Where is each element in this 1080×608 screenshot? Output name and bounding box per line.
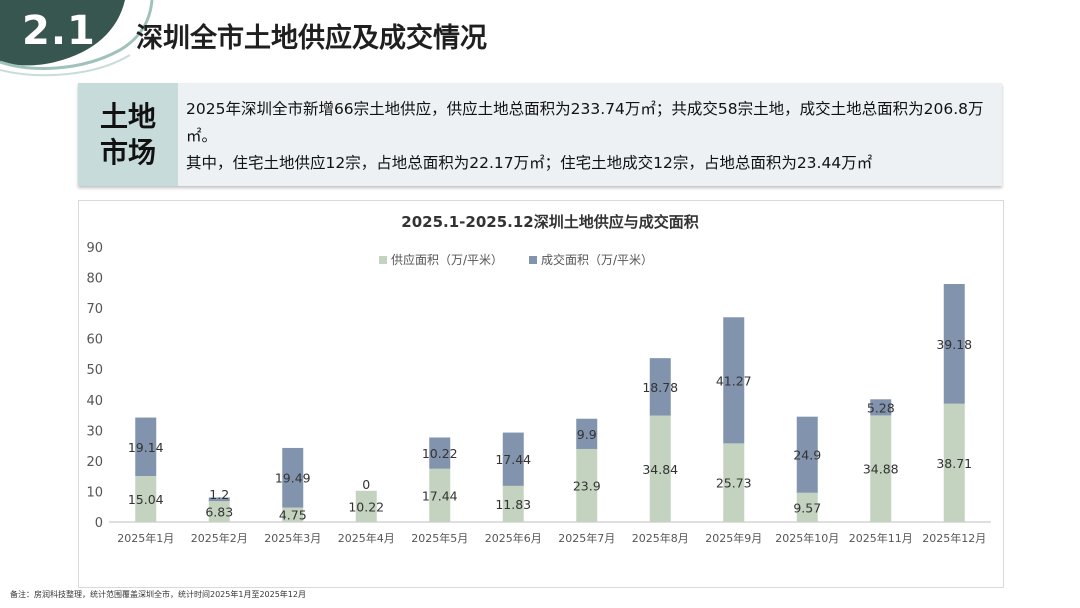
data-label-deal-12: 39.18: [936, 337, 972, 352]
data-label-deal-9: 41.27: [716, 373, 752, 388]
bar-deal-3: [282, 447, 304, 508]
x-tick-label: 2025年9月: [705, 531, 762, 545]
bar-deal-1: [135, 417, 157, 477]
summary-box: 土地 市场 2025年深圳全市新增66宗土地供应，供应土地总面积为233.74万…: [78, 83, 1002, 186]
bar-deal-8: [649, 358, 671, 416]
data-label-supply-3: 4.75: [279, 508, 307, 523]
data-label-supply-11: 34.88: [863, 462, 899, 477]
data-label-supply-1: 15.04: [128, 492, 164, 507]
chart-container: 2025.1-2025.12深圳土地供应与成交面积供应面积（万/平米） 成交面积（…: [78, 200, 1004, 588]
y-tick-label: 10: [86, 485, 103, 500]
legend-label-1: 供应面积（万/平米）: [391, 252, 503, 267]
data-label-deal-5: 10.22: [422, 446, 458, 461]
summary-label: 土地 市场: [78, 83, 178, 186]
data-label-supply-10: 9.57: [793, 500, 821, 515]
legend-swatch-2: [529, 256, 537, 264]
y-tick-label: 0: [95, 516, 103, 531]
data-label-supply-7: 23.9: [573, 478, 601, 493]
data-label-supply-4: 10.22: [348, 499, 384, 514]
bar-supply-10: [796, 492, 818, 522]
x-tick-label: 2025年5月: [411, 531, 468, 545]
x-tick-label: 2025年1月: [117, 531, 174, 545]
footnote: 备注：房润科技整理，统计范围覆盖深圳全市，统计时间2025年1月至2025年12…: [10, 590, 306, 599]
bar-supply-5: [429, 468, 451, 522]
data-label-deal-1: 19.14: [128, 440, 164, 455]
bar-supply-8: [649, 415, 671, 522]
bar-deal-10: [796, 416, 818, 493]
data-label-deal-4: 0: [362, 477, 370, 492]
legend-swatch-1: [379, 256, 387, 264]
data-label-deal-2: 1.2: [209, 487, 229, 502]
x-tick-label: 2025年4月: [338, 531, 395, 545]
y-tick-label: 40: [86, 394, 103, 409]
chart-title: 2025.1-2025.12深圳土地供应与成交面积: [401, 213, 698, 231]
summary-label-line2: 市场: [99, 135, 156, 169]
bar-supply-7: [576, 448, 598, 522]
bar-deal-2: [208, 497, 230, 502]
y-tick-label: 50: [86, 363, 103, 378]
y-tick-label: 90: [86, 241, 103, 256]
data-label-deal-11: 5.28: [867, 400, 895, 415]
x-tick-label: 2025年8月: [632, 531, 689, 545]
bar-supply-6: [502, 485, 524, 522]
data-label-deal-6: 17.44: [495, 452, 531, 467]
bar-supply-4: [355, 490, 377, 522]
corner-decoration: [0, 0, 154, 77]
bar-deal-12: [943, 284, 965, 404]
x-tick-label: 2025年11月: [849, 531, 913, 545]
data-label-deal-7: 9.9: [577, 427, 597, 442]
page-title: 深圳全市土地供应及成交情况: [136, 23, 487, 54]
bar-supply-11: [870, 415, 892, 522]
y-tick-label: 70: [86, 302, 103, 317]
data-label-supply-6: 11.83: [495, 497, 531, 512]
data-label-supply-9: 25.73: [716, 476, 752, 491]
data-label-deal-3: 19.49: [275, 471, 311, 486]
x-tick-label: 2025年3月: [264, 531, 321, 545]
bar-deal-6: [502, 432, 524, 486]
y-tick-label: 20: [86, 455, 103, 470]
bar-deal-11: [870, 399, 892, 416]
legend-label-2: 成交面积（万/平米）: [541, 252, 653, 267]
x-tick-label: 2025年12月: [922, 531, 986, 545]
x-tick-label: 2025年2月: [191, 531, 248, 545]
y-tick-label: 60: [86, 333, 103, 348]
x-tick-label: 2025年7月: [558, 531, 615, 545]
data-label-deal-10: 24.9: [793, 448, 821, 463]
data-label-supply-12: 38.71: [936, 456, 972, 471]
bar-supply-9: [723, 443, 745, 522]
data-label-supply-5: 17.44: [422, 488, 458, 503]
summary-text-line2: 其中，住宅土地供应12宗，占地总面积为22.17万㎡；住宅土地成交12宗，占地总…: [186, 154, 873, 172]
summary-text: 2025年深圳全市新增66宗土地供应，供应土地总面积为233.74万㎡；共成交5…: [186, 96, 996, 177]
bar-supply-1: [135, 476, 157, 522]
data-label-supply-8: 34.84: [642, 462, 678, 477]
bar-deal-5: [429, 437, 451, 469]
data-label-deal-8: 18.78: [642, 380, 678, 395]
x-tick-label: 2025年10月: [775, 531, 839, 545]
summary-text-line1: 2025年深圳全市新增66宗土地供应，供应土地总面积为233.74万㎡；共成交5…: [186, 100, 984, 145]
bar-deal-9: [723, 317, 745, 444]
bar-deal-7: [576, 418, 598, 449]
section-number: 2.1: [22, 8, 96, 54]
y-tick-label: 30: [86, 424, 103, 439]
summary-label-line1: 土地: [99, 99, 156, 133]
bar-supply-12: [943, 403, 965, 522]
x-tick-label: 2025年6月: [485, 531, 542, 545]
y-tick-label: 80: [86, 272, 103, 287]
data-label-supply-2: 6.83: [205, 505, 233, 520]
bar-supply-3: [282, 507, 304, 522]
bar-supply-2: [208, 501, 230, 522]
